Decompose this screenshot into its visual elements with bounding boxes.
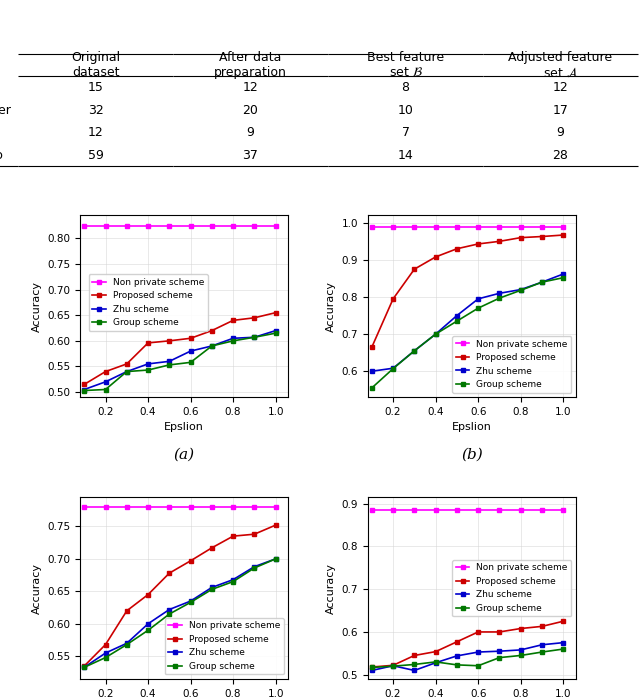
- Y-axis label: Accuracy: Accuracy: [326, 281, 336, 332]
- Y-axis label: Accuracy: Accuracy: [31, 563, 42, 614]
- Text: (a): (a): [173, 448, 195, 462]
- Legend: Non private scheme, Proposed scheme, Zhu scheme, Group scheme: Non private scheme, Proposed scheme, Zhu…: [89, 274, 208, 331]
- Legend: Non private scheme, Proposed scheme, Zhu scheme, Group scheme: Non private scheme, Proposed scheme, Zhu…: [452, 560, 572, 617]
- Legend: Non private scheme, Proposed scheme, Zhu scheme, Group scheme: Non private scheme, Proposed scheme, Zhu…: [164, 617, 284, 675]
- Y-axis label: Accuracy: Accuracy: [31, 281, 42, 332]
- Text: (b): (b): [461, 448, 483, 462]
- X-axis label: Epslion: Epslion: [452, 423, 492, 433]
- Y-axis label: Accuracy: Accuracy: [326, 563, 336, 614]
- X-axis label: Epslion: Epslion: [164, 423, 204, 433]
- Legend: Non private scheme, Proposed scheme, Zhu scheme, Group scheme: Non private scheme, Proposed scheme, Zhu…: [452, 336, 572, 393]
